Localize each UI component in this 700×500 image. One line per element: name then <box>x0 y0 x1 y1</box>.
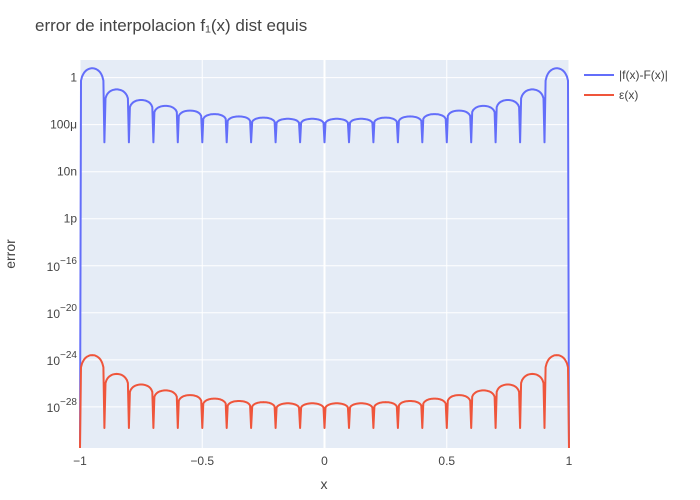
legend-item-1[interactable]: ε(x) <box>584 88 638 102</box>
series-layer <box>79 67 570 449</box>
y-tick-label: 10n <box>57 165 77 179</box>
legend-item-0[interactable]: |f(x)-F(x)| <box>584 68 668 82</box>
series-line-1[interactable] <box>79 354 570 449</box>
y-tick-label: 1 <box>70 71 77 85</box>
y-tick-label: 1p <box>64 212 78 226</box>
x-tick-label: −0.5 <box>190 454 214 468</box>
x-axis-title: x <box>321 476 328 492</box>
legend: |f(x)-F(x)| ε(x) <box>584 68 668 102</box>
y-axis-title: error <box>2 239 18 269</box>
y-tick-label: 10−28 <box>47 397 78 415</box>
y-tick-label: 10−24 <box>47 350 78 368</box>
x-axis-ticks: −1 −0.5 0 0.5 1 <box>73 454 573 468</box>
y-tick-label: 10−20 <box>47 303 78 321</box>
x-tick-label: 1 <box>566 454 573 468</box>
series-line-0[interactable] <box>79 67 570 449</box>
x-tick-label: 0 <box>321 454 328 468</box>
x-tick-label: 0.5 <box>438 454 455 468</box>
y-tick-label: 10−16 <box>47 256 78 274</box>
x-tick-label: −1 <box>73 454 87 468</box>
y-tick-label: 100μ <box>50 118 77 132</box>
chart-title: error de interpolacion f₁(x) dist equis <box>35 16 307 35</box>
legend-label-1: ε(x) <box>619 88 638 102</box>
y-axis-ticks: 1 100μ 10n 1p 10−16 10−20 10−24 10−28 <box>47 71 78 415</box>
legend-label-0: |f(x)-F(x)| <box>619 68 668 82</box>
